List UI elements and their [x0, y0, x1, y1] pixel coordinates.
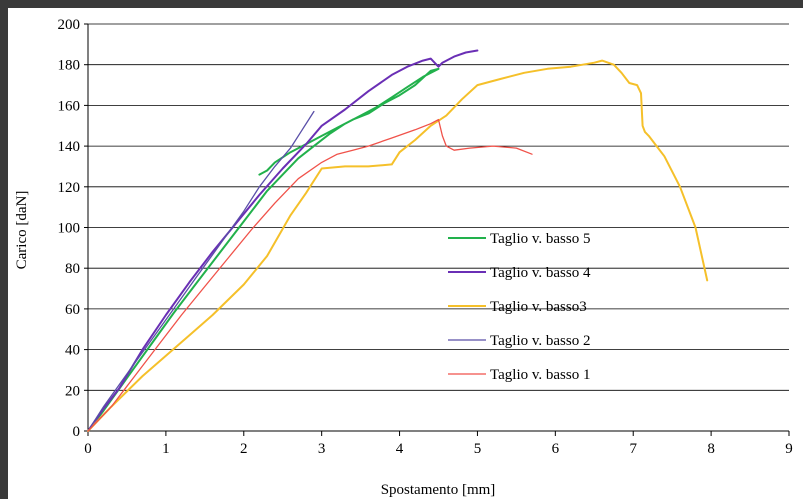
line-chart: 0 20 40 60 80 100 120 140 160 180 200 0 1 2 3 4 5 6 7 8 9 Ta… [14, 17, 793, 498]
x-axis-title: Spostamento [mm] [381, 482, 496, 498]
x-tick-label: 9 [785, 441, 793, 457]
series-line-4 [87, 110, 315, 432]
y-tick-label: 80 [65, 261, 80, 277]
legend-label: Taglio v. basso3 [490, 299, 587, 315]
y-tick-label: 100 [58, 221, 81, 237]
y-tick-label: 60 [65, 302, 80, 318]
y-tick-label: 160 [58, 98, 81, 114]
y-tick-label: 0 [73, 424, 81, 440]
series-line-3 [87, 59, 709, 432]
legend: Taglio v. basso 5 Taglio v. basso 4 Taglio… [448, 231, 591, 383]
series-line-5 [87, 118, 533, 432]
y-tick-label: 40 [65, 343, 80, 359]
legend-label: Taglio v. basso 1 [490, 367, 590, 383]
x-tick-label: 5 [474, 441, 482, 457]
legend-label: Taglio v. basso 5 [490, 231, 590, 247]
y-axis-title: Carico [daN] [14, 191, 30, 270]
grid-layer [88, 23, 789, 391]
series-line-2 [87, 49, 479, 432]
axis-layer: 0 20 40 60 80 100 120 140 160 180 200 0 1 2 3 4 5 6 7 8 9 [58, 17, 793, 457]
y-tick-label: 140 [58, 139, 81, 155]
legend-label: Taglio v. basso 2 [490, 333, 590, 349]
y-tick-label: 120 [58, 180, 81, 196]
y-tick-label: 200 [58, 17, 81, 33]
legend-label: Taglio v. basso 4 [490, 265, 591, 281]
x-tick-label: 4 [396, 441, 404, 457]
y-tick-label: 20 [65, 383, 80, 399]
x-tick-label: 2 [240, 441, 248, 457]
x-tick-label: 8 [707, 441, 715, 457]
x-tick-label: 6 [552, 441, 560, 457]
x-tick-label: 1 [162, 441, 170, 457]
series-layer [87, 49, 709, 432]
series-line-1 [87, 67, 440, 432]
y-tick-label: 180 [58, 58, 81, 74]
x-tick-label: 3 [318, 441, 326, 457]
x-tick-label: 7 [629, 441, 637, 457]
x-tick-label: 0 [84, 441, 92, 457]
chart-frame: 0 20 40 60 80 100 120 140 160 180 200 0 1 2 3 4 5 6 7 8 9 Ta… [8, 8, 803, 499]
